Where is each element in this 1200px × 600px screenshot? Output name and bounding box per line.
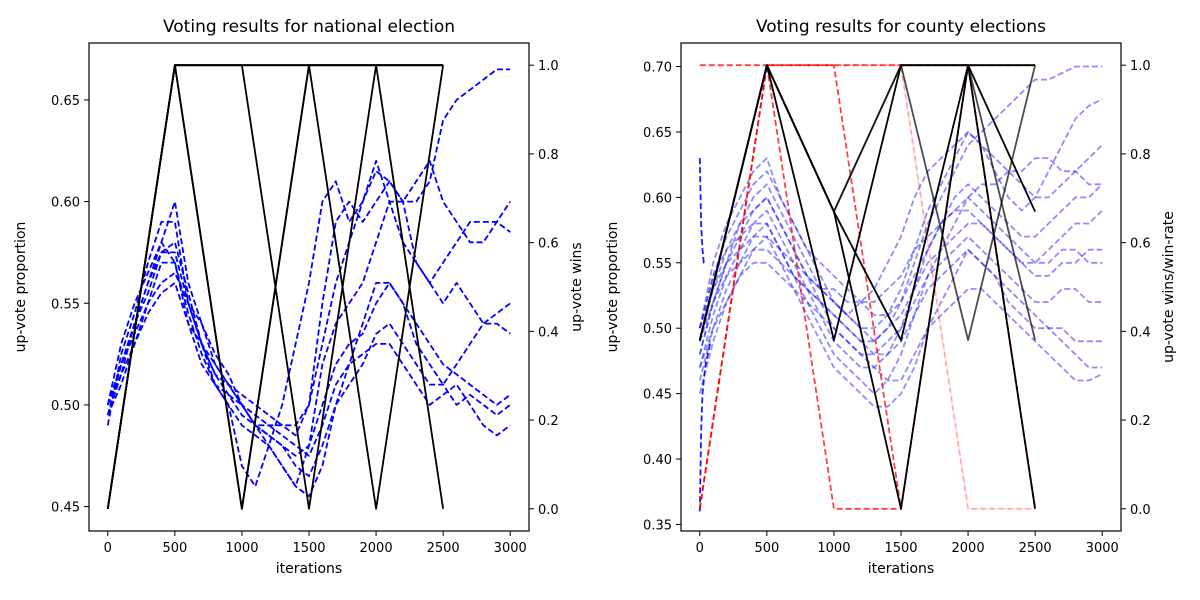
y-right-tick-label: 0.6 [538,237,559,252]
national-election-chart: 0 500 1000 1500 2000 2500 30000.450.500.550.60… [13,17,585,577]
y-right-tick-label: 0.8 [538,148,559,163]
y-tick-label: 0.45 [51,501,80,516]
y-right-tick-label: 0.0 [538,503,559,518]
proportion-series-4 [106,271,511,457]
x-axis-label: iterations [276,561,342,577]
proportion-series-11 [698,196,1103,356]
x-tick-label: 1000 [225,541,258,556]
proportion-series-8 [698,248,1103,369]
x-tick-label: 500 [754,541,779,556]
x-tick-label: 0 [104,541,112,556]
plot-area [106,64,511,510]
x-tick-label: 1500 [884,541,917,556]
proportion-series-7 [106,251,511,478]
x-tick-label: 2500 [427,541,460,556]
y-right-tick-label: 1.0 [538,59,559,74]
wins-series-12 [106,64,444,510]
proportion-series-6 [698,209,1103,329]
x-tick-label: 500 [162,541,187,556]
proportion-series-0 [106,68,511,427]
y-right-tick-label: 0.2 [538,414,559,429]
y-tick-label: 0.50 [643,322,672,337]
y-tick-label: 0.60 [51,196,80,211]
proportion-series-1 [106,159,511,488]
x-tick-label: 1500 [292,541,325,556]
chart-title: Voting results for county elections [756,17,1046,37]
y-right-tick-label: 0.2 [1130,414,1151,429]
y-tick-label: 0.65 [643,126,672,141]
y-tick-label: 0.65 [51,94,80,109]
county-elections-chart: 0 500 1000 1500 2000 2500 3000 0.35 0.40 0.45 0.50… [605,17,1177,577]
proportion-series-2 [698,131,1103,329]
x-tick-label: 3000 [494,541,527,556]
chart-title: Voting results for national election [163,17,455,37]
proportion-series-6 [106,281,511,457]
x-tick-label: 3000 [1086,541,1119,556]
win-rate-series-17 [698,64,1036,510]
y-tick-label: 0.45 [643,388,672,403]
y-right-tick-label: 0.8 [1130,148,1151,163]
x-tick-label: 2000 [360,541,393,556]
y-tick-label: 0.60 [643,191,672,206]
proportion-series-5 [698,196,1103,395]
x-tick-label: 1000 [817,541,850,556]
proportion-series-7 [698,235,1103,408]
proportion-series-0 [698,65,1103,343]
x-tick-label: 0 [696,541,704,556]
y-tick-label: 0.70 [643,61,672,76]
y-right-axis-label: up-vote wins/win-rate [1161,211,1177,363]
y-axis-label: up-vote proportion [605,222,621,353]
proportion-series-10 [698,157,1103,329]
x-tick-label: 2500 [1019,541,1052,556]
proportion-series-5 [106,261,511,498]
proportion-series-12 [698,158,706,264]
wins-series-23 [698,64,1036,341]
x-axis-label: iterations [868,561,934,577]
y-right-tick-label: 0.4 [1130,325,1151,340]
y-axis-label: up-vote proportion [13,222,29,353]
y-tick-label: 0.55 [643,257,672,272]
proportion-series-4 [698,209,1103,343]
y-right-tick-label: 0.4 [538,325,559,340]
proportion-series-3 [698,183,1103,369]
proportion-series-9 [698,261,1103,382]
proportion-series-3 [106,180,511,437]
plot-area [698,64,1103,512]
y-right-tick-label: 0.6 [1130,237,1151,252]
y-tick-label: 0.50 [51,399,80,414]
y-right-axis-label: up-vote wins [569,242,585,331]
proportion-series-13 [698,341,712,512]
y-tick-label: 0.35 [643,518,672,533]
proportion-series-1 [698,98,1103,355]
x-tick-label: 2000 [952,541,985,556]
y-right-tick-label: 1.0 [1130,59,1151,74]
y-right-tick-label: 0.0 [1130,503,1151,518]
y-tick-label: 0.55 [51,297,80,312]
y-tick-label: 0.40 [643,453,672,468]
win-rate-series-18 [900,65,1036,510]
